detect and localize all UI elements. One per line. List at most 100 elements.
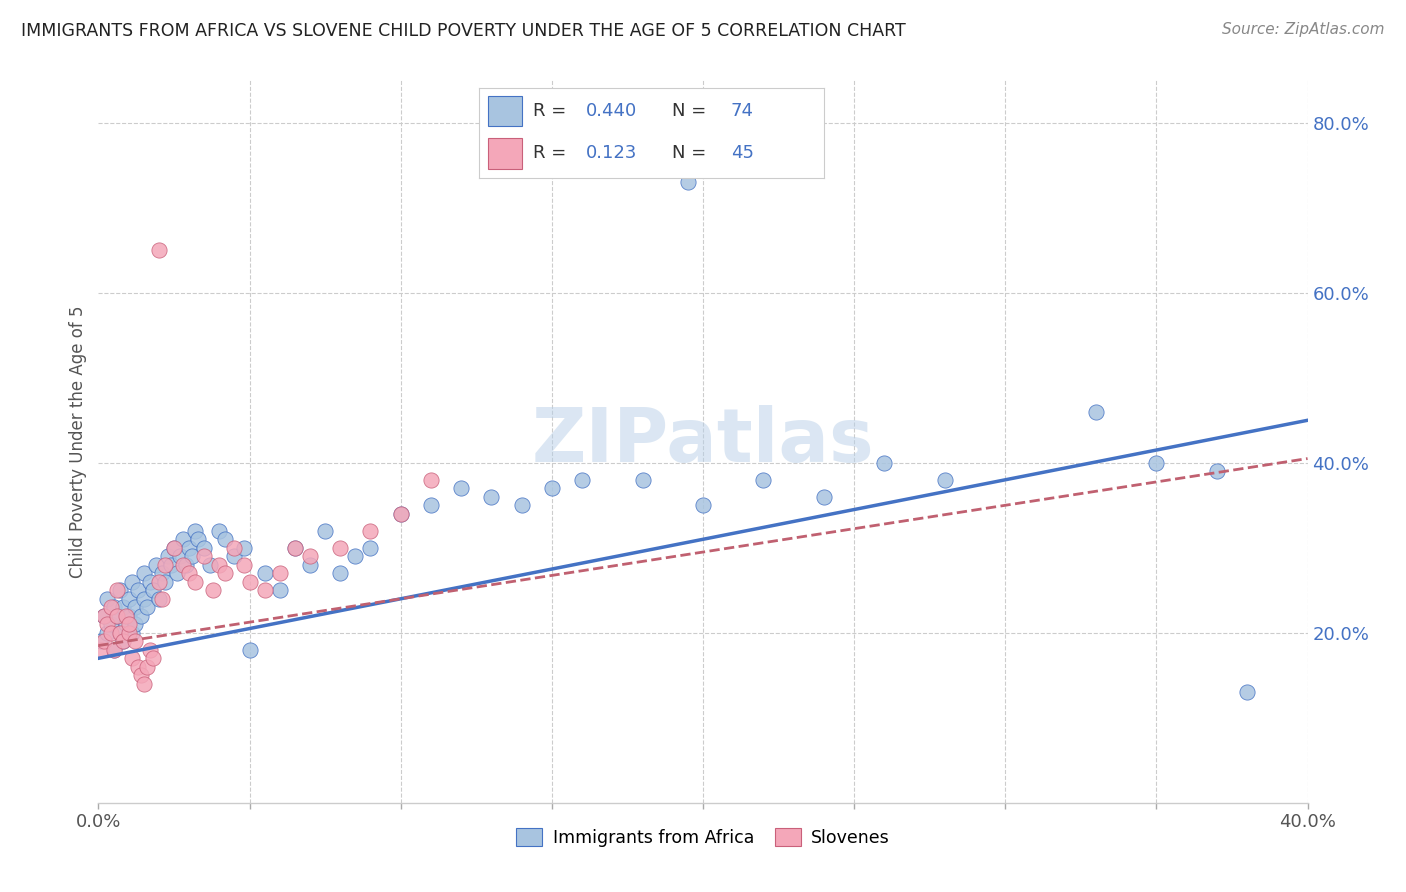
Point bbox=[172, 558, 194, 572]
Point bbox=[676, 175, 699, 189]
Point bbox=[153, 558, 176, 572]
Point bbox=[96, 625, 118, 640]
Point bbox=[108, 583, 131, 598]
Point bbox=[344, 549, 367, 564]
Point bbox=[90, 642, 112, 657]
Point bbox=[181, 549, 204, 564]
Point bbox=[129, 608, 152, 623]
Point bbox=[139, 642, 162, 657]
Text: ZIPatlas: ZIPatlas bbox=[531, 405, 875, 478]
Point bbox=[166, 566, 188, 581]
Point bbox=[184, 574, 207, 589]
Point bbox=[118, 591, 141, 606]
Point bbox=[118, 625, 141, 640]
Point bbox=[132, 566, 155, 581]
Point bbox=[329, 566, 352, 581]
Point bbox=[208, 558, 231, 572]
Point bbox=[121, 651, 143, 665]
Point bbox=[284, 541, 307, 555]
Point bbox=[121, 625, 143, 640]
Point bbox=[299, 549, 322, 564]
Point bbox=[631, 473, 654, 487]
Text: Source: ZipAtlas.com: Source: ZipAtlas.com bbox=[1222, 22, 1385, 37]
Point bbox=[129, 668, 152, 682]
Point bbox=[111, 600, 134, 615]
Point bbox=[93, 608, 115, 623]
Point bbox=[108, 625, 131, 640]
Point bbox=[148, 591, 170, 606]
Point bbox=[172, 533, 194, 547]
Point bbox=[193, 541, 215, 555]
Point bbox=[132, 591, 155, 606]
Point bbox=[239, 642, 262, 657]
Point bbox=[124, 600, 146, 615]
Point bbox=[103, 600, 125, 615]
Point bbox=[124, 617, 146, 632]
Point bbox=[224, 541, 246, 555]
Point bbox=[93, 634, 115, 648]
Point bbox=[90, 634, 112, 648]
Point bbox=[111, 634, 134, 648]
Point bbox=[174, 558, 197, 572]
Point bbox=[232, 541, 254, 555]
Point bbox=[108, 625, 131, 640]
Point bbox=[269, 583, 291, 598]
Point bbox=[481, 490, 503, 504]
Point bbox=[934, 473, 956, 487]
Text: IMMIGRANTS FROM AFRICA VS SLOVENE CHILD POVERTY UNDER THE AGE OF 5 CORRELATION C: IMMIGRANTS FROM AFRICA VS SLOVENE CHILD … bbox=[21, 22, 905, 40]
Point bbox=[163, 541, 186, 555]
Point bbox=[187, 533, 209, 547]
Point bbox=[105, 608, 128, 623]
Point bbox=[239, 574, 262, 589]
Point bbox=[202, 583, 225, 598]
Point bbox=[100, 617, 122, 632]
Point bbox=[208, 524, 231, 538]
Point bbox=[105, 583, 128, 598]
Point bbox=[193, 549, 215, 564]
Point bbox=[124, 634, 146, 648]
Point bbox=[150, 591, 173, 606]
Point bbox=[329, 541, 352, 555]
Point bbox=[214, 566, 236, 581]
Point bbox=[135, 660, 157, 674]
Point bbox=[127, 660, 149, 674]
Point bbox=[1085, 405, 1108, 419]
Point bbox=[232, 558, 254, 572]
Point bbox=[1206, 464, 1229, 478]
Legend: Immigrants from Africa, Slovenes: Immigrants from Africa, Slovenes bbox=[508, 820, 898, 855]
Point bbox=[224, 549, 246, 564]
Point bbox=[139, 574, 162, 589]
Point bbox=[269, 566, 291, 581]
Point bbox=[389, 507, 412, 521]
Point bbox=[314, 524, 336, 538]
Point bbox=[420, 473, 443, 487]
Point bbox=[96, 591, 118, 606]
Point bbox=[96, 617, 118, 632]
Point bbox=[127, 583, 149, 598]
Point bbox=[114, 617, 136, 632]
Point bbox=[105, 608, 128, 623]
Point bbox=[145, 558, 167, 572]
Point bbox=[510, 498, 533, 512]
Point bbox=[179, 566, 201, 581]
Point bbox=[360, 541, 382, 555]
Point bbox=[121, 574, 143, 589]
Point bbox=[299, 558, 322, 572]
Point bbox=[184, 524, 207, 538]
Point bbox=[540, 481, 562, 495]
Point bbox=[1236, 685, 1258, 699]
Point bbox=[93, 608, 115, 623]
Point bbox=[389, 507, 412, 521]
Point bbox=[150, 566, 173, 581]
Point bbox=[813, 490, 835, 504]
Point bbox=[153, 574, 176, 589]
Point bbox=[200, 558, 222, 572]
Point bbox=[692, 498, 714, 512]
Point bbox=[450, 481, 472, 495]
Point bbox=[135, 600, 157, 615]
Point bbox=[103, 642, 125, 657]
Point bbox=[156, 549, 179, 564]
Point bbox=[253, 583, 276, 598]
Point bbox=[111, 634, 134, 648]
Y-axis label: Child Poverty Under the Age of 5: Child Poverty Under the Age of 5 bbox=[69, 305, 87, 578]
